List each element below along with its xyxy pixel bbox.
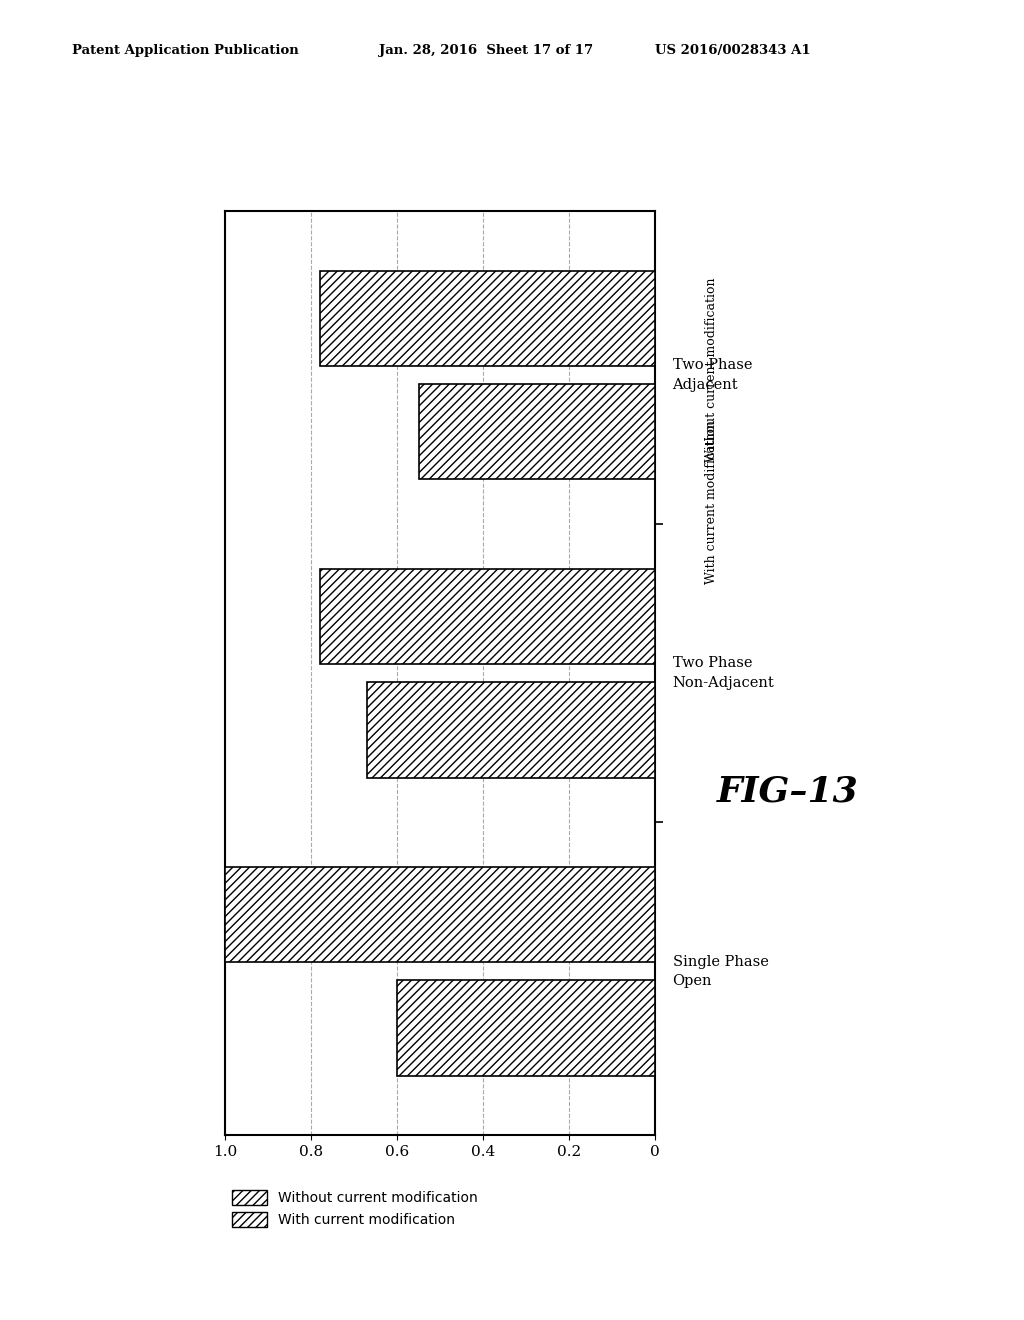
Text: With current modification: With current modification bbox=[706, 420, 718, 583]
Bar bbox=[319, 569, 655, 664]
Text: Two Phase
Adjacent: Two Phase Adjacent bbox=[673, 359, 752, 392]
Text: Two Phase
Non-Adjacent: Two Phase Non-Adjacent bbox=[673, 656, 774, 690]
Bar bbox=[368, 682, 655, 777]
Bar bbox=[397, 981, 655, 1076]
Legend: Without current modification, With current modification: Without current modification, With curre… bbox=[232, 1189, 478, 1228]
Text: Single Phase
Open: Single Phase Open bbox=[673, 954, 768, 987]
Text: Jan. 28, 2016  Sheet 17 of 17: Jan. 28, 2016 Sheet 17 of 17 bbox=[379, 44, 593, 57]
Bar bbox=[225, 867, 655, 962]
Text: FIG–13: FIG–13 bbox=[717, 775, 858, 809]
Text: Patent Application Publication: Patent Application Publication bbox=[72, 44, 298, 57]
Text: Without current modification: Without current modification bbox=[706, 277, 718, 462]
Bar bbox=[319, 271, 655, 366]
Text: US 2016/0028343 A1: US 2016/0028343 A1 bbox=[655, 44, 811, 57]
Bar bbox=[419, 384, 655, 479]
